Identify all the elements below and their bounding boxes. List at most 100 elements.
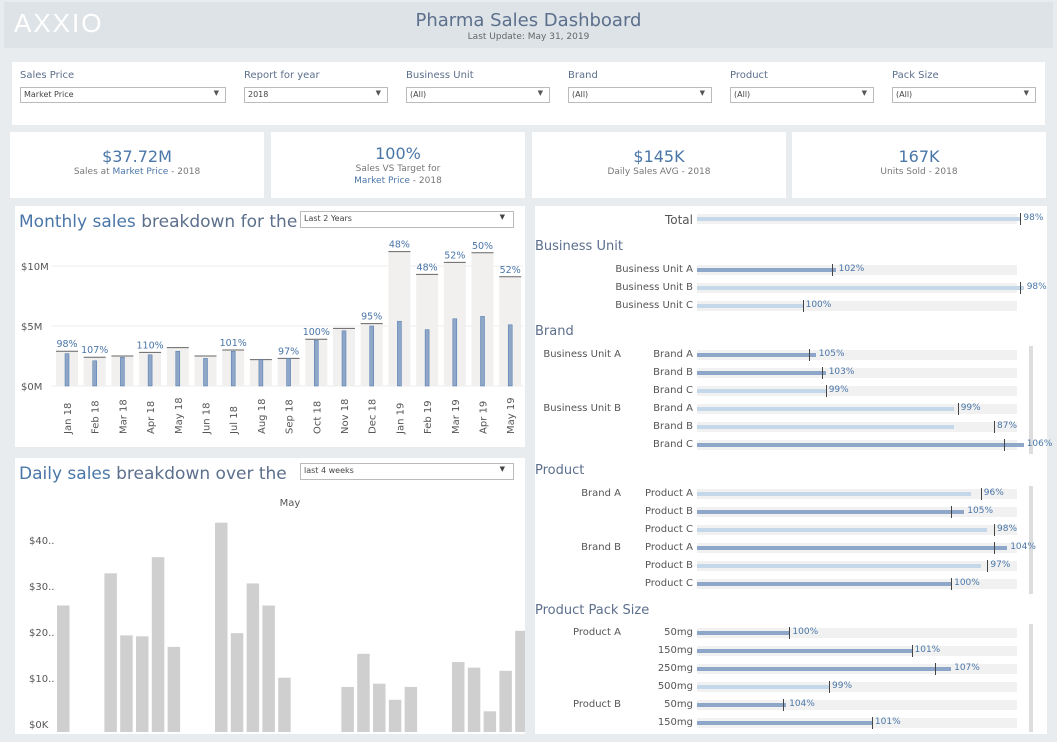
kpi-label: Sales at Market Price - 2018: [73, 167, 201, 177]
value-bar: [697, 286, 1024, 290]
pack-scrollbar[interactable]: [1029, 624, 1033, 732]
chevron-down-icon: ▼: [1023, 89, 1029, 97]
bar-background: [697, 265, 1017, 275]
daily-bar: [262, 605, 275, 732]
value-bar: [697, 443, 1024, 447]
row-label: 50mg: [664, 699, 693, 710]
daily-chart: May $0K $10.. $20.. $30.. $40..: [29, 498, 525, 732]
x-tick-label: Mar 18: [118, 399, 129, 434]
pct-label: 106%: [1026, 439, 1053, 449]
pct-label: 105%: [818, 349, 845, 359]
pct-label: 100%: [792, 627, 819, 637]
section-pack-size: Product Pack Size: [535, 603, 650, 618]
data-label: 97%: [278, 346, 299, 357]
filter-label-sales-price: Sales Price: [20, 70, 75, 81]
row-label: 250mg: [657, 663, 693, 674]
pct-label: 105%: [967, 506, 994, 516]
daily-bar: [515, 630, 525, 732]
daily-bar: [341, 686, 354, 732]
row-label: Brand B: [653, 367, 693, 378]
target-tick: [789, 627, 791, 639]
row-group-label: Brand A: [581, 488, 621, 499]
target-tick: [802, 300, 804, 312]
pct-label: 99%: [828, 385, 849, 395]
x-tick-label: May 19: [506, 397, 517, 434]
bar-background: [697, 368, 1017, 378]
value-bar: [697, 546, 1008, 550]
data-label: 48%: [389, 240, 410, 251]
target-tick: [1020, 282, 1022, 294]
x-tick-label: Jan 18: [63, 403, 74, 435]
pct-label: 98%: [1023, 213, 1044, 223]
value-bar: [697, 564, 981, 568]
actual-bar: [424, 329, 430, 387]
target-tick: [825, 385, 827, 397]
y-tick-label: $20..: [29, 628, 54, 639]
actual-bar: [397, 320, 402, 387]
daily-bar: [136, 636, 149, 732]
data-label: 95%: [361, 312, 382, 323]
product-select[interactable]: (All) ▼: [730, 87, 874, 103]
value-bar: [697, 631, 790, 635]
filters-bar: Sales Price Market Price ▼ Report for yea…: [12, 62, 1045, 125]
row-label: Brand A: [653, 403, 693, 414]
row-label: 500mg: [657, 681, 693, 692]
breakdown-panel: Total Business Unit Brand Product Produc…: [535, 206, 1052, 734]
filter-label-brand: Brand: [568, 70, 598, 81]
row-label: Brand C: [653, 385, 693, 396]
section-product: Product: [535, 463, 585, 478]
target-tick: [871, 717, 873, 729]
monthly-period-dropdown[interactable]: Last 2 Years ▼: [300, 211, 514, 228]
y-tick-label: $10M: [21, 262, 49, 273]
actual-bar: [175, 350, 181, 387]
daily-bar: [215, 522, 228, 732]
chevron-down-icon: ▼: [375, 89, 381, 97]
row-label: Brand C: [653, 439, 693, 450]
report-year-select[interactable]: 2018 ▼: [244, 87, 388, 103]
y-tick-label: $0M: [21, 382, 42, 393]
kpi-label: Units Sold - 2018: [880, 167, 958, 177]
actual-bar: [230, 350, 236, 387]
daily-bar: [278, 677, 291, 732]
sales-price-select[interactable]: Market Price ▼: [20, 87, 226, 103]
row-label: Product C: [644, 578, 693, 589]
actual-bar: [258, 359, 264, 387]
x-tick-label: Apr 19: [479, 401, 490, 434]
pack-size-select[interactable]: (All) ▼: [892, 87, 1036, 103]
chevron-down-icon: ▼: [499, 213, 505, 221]
kpi-value: 167K: [898, 147, 940, 166]
pct-label: 99%: [832, 681, 853, 691]
pct-label: 87%: [997, 421, 1018, 431]
x-tick-label: Feb 18: [91, 400, 102, 434]
data-label: 98%: [56, 339, 77, 350]
bar-background: [697, 386, 1017, 396]
pct-label: 101%: [914, 645, 941, 655]
bar-background: [697, 350, 1017, 360]
x-tick-label: Jun 18: [202, 402, 213, 435]
data-label: 100%: [303, 327, 330, 338]
value-bar: [697, 721, 872, 725]
target-tick: [987, 560, 989, 572]
pct-label: 98%: [997, 524, 1018, 534]
monthly-title: Monthly sales breakdown for the: [19, 212, 298, 232]
target-bar: [388, 251, 411, 386]
product-scrollbar[interactable]: [1029, 486, 1033, 594]
row-group-label: Business Unit B: [543, 403, 621, 414]
data-label: 110%: [137, 340, 164, 351]
row-label: Product A: [645, 488, 693, 499]
value-bar: [697, 268, 836, 272]
daily-bar: [120, 635, 133, 732]
x-tick-label: Jul 18: [229, 406, 240, 435]
brand-select[interactable]: (All) ▼: [568, 87, 712, 103]
header-bar: AXXIO Pharma Sales Dashboard Last Update…: [4, 2, 1053, 48]
row-label: Product B: [644, 506, 693, 517]
x-tick-label: Feb 19: [423, 400, 434, 434]
section-business-unit: Business Unit: [535, 239, 623, 254]
actual-bar: [286, 358, 291, 387]
brand-scrollbar[interactable]: [1029, 346, 1033, 454]
data-label: 50%: [472, 241, 493, 252]
business-unit-select[interactable]: (All) ▼: [406, 87, 550, 103]
kpi-value: $37.72M: [102, 147, 172, 166]
daily-period-dropdown[interactable]: last 4 weeks ▼: [300, 463, 514, 480]
pct-label: 96%: [983, 488, 1004, 498]
